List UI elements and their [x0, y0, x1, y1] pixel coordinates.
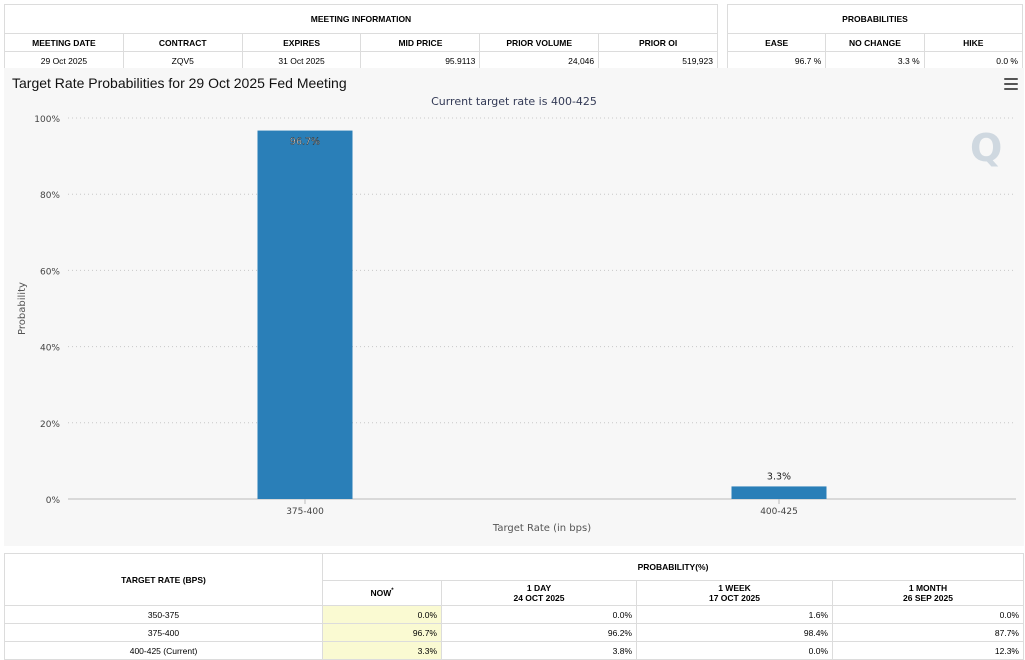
rate-cell: 400-425 (Current): [4, 641, 323, 660]
table-row: 350-375 0.0% 0.0% 1.6% 0.0%: [4, 605, 1024, 624]
x-tick-label: 400-425: [760, 507, 798, 517]
ease-value: 96.7 %: [726, 51, 827, 70]
no-change-value: 3.3 %: [825, 51, 925, 70]
data-label: 3.3%: [767, 471, 791, 482]
one-day-cell: 3.8%: [441, 641, 637, 660]
rate-cell: 350-375: [4, 605, 323, 624]
meeting-information-title: MEETING INFORMATION: [4, 4, 718, 34]
one-day-cell: 0.0%: [441, 605, 637, 624]
one-week-cell: 1.6%: [636, 605, 833, 624]
now-header: NOW*: [322, 580, 442, 606]
q-watermark-logo: Q: [970, 126, 1003, 170]
contract-value: ZQV5: [122, 51, 243, 70]
target-rate-table: TARGET RATE (BPS) PROBABILITY(%) NOW* 1 …: [4, 553, 1024, 660]
y-tick-label: 100%: [34, 115, 60, 125]
probabilities-title: PROBABILITIES: [727, 4, 1023, 34]
meeting-date-header: MEETING DATE: [4, 33, 124, 52]
rate-cell: 375-400: [4, 623, 323, 642]
hike-value: 0.0 %: [923, 51, 1024, 70]
prior-volume-value: 24,046: [479, 51, 600, 70]
one-month-cell: 12.3%: [832, 641, 1024, 660]
prior-volume-header: PRIOR VOLUME: [479, 33, 600, 52]
probabilities-table: PROBABILITIES EASE NO CHANGE HIKE 96.7 %…: [726, 4, 1024, 70]
y-tick-label: 80%: [40, 191, 60, 201]
now-cell: 0.0%: [322, 605, 442, 624]
y-axis-title: Probability: [17, 282, 28, 335]
x-tick-label: 375-400: [286, 507, 324, 517]
one-week-cell: 0.0%: [636, 641, 833, 660]
mid-price-header: MID PRICE: [360, 33, 481, 52]
y-tick-label: 0%: [46, 496, 61, 506]
y-tick-label: 40%: [40, 344, 60, 354]
bar: [731, 486, 827, 499]
hamburger-menu-icon[interactable]: [1004, 78, 1018, 90]
expires-header: EXPIRES: [241, 33, 362, 52]
prior-oi-header: PRIOR OI: [598, 33, 718, 52]
meeting-information-table: MEETING INFORMATION MEETING DATE CONTRAC…: [4, 4, 718, 70]
prior-oi-value: 519,923: [598, 51, 718, 70]
bar: [257, 130, 353, 499]
meeting-date-value: 29 Oct 2025: [4, 51, 124, 70]
one-day-header: 1 DAY 24 OCT 2025: [441, 580, 637, 606]
one-month-header: 1 MONTH 26 SEP 2025: [832, 580, 1024, 606]
y-tick-label: 20%: [40, 420, 60, 430]
mid-price-value: 95.9113: [360, 51, 481, 70]
expires-value: 31 Oct 2025: [241, 51, 362, 70]
now-cell: 3.3%: [322, 641, 442, 660]
one-month-cell: 0.0%: [832, 605, 1024, 624]
data-label: 96.7%: [290, 137, 320, 148]
x-axis-title: Target Rate (in bps): [492, 523, 591, 534]
y-tick-label: 60%: [40, 267, 60, 277]
contract-header: CONTRACT: [122, 33, 243, 52]
one-week-header: 1 WEEK 17 OCT 2025: [636, 580, 833, 606]
probability-bar-chart: 0% 20% 40% 60% 80% 100% 375-400 96.7% 400-425 3.3…: [17, 115, 1016, 534]
probability-header: PROBABILITY(%): [322, 553, 1024, 581]
one-week-cell: 98.4%: [636, 623, 833, 642]
chart-subtitle: Current target rate is 400-425: [431, 95, 597, 108]
now-cell: 96.7%: [322, 623, 442, 642]
ease-header: EASE: [726, 33, 827, 52]
chart-panel: 0% 20% 40% 60% 80% 100% 375-400 96.7% 400-425 3.3…: [4, 68, 1024, 546]
no-change-header: NO CHANGE: [825, 33, 925, 52]
one-month-cell: 87.7%: [832, 623, 1024, 642]
table-row: 400-425 (Current) 3.3% 3.8% 0.0% 12.3%: [4, 641, 1024, 660]
hike-header: HIKE: [923, 33, 1024, 52]
one-day-cell: 96.2%: [441, 623, 637, 642]
target-rate-header: TARGET RATE (BPS): [4, 553, 323, 606]
chart-title: Target Rate Probabilities for 29 Oct 202…: [12, 75, 347, 91]
table-row: 375-400 96.7% 96.2% 98.4% 87.7%: [4, 623, 1024, 642]
